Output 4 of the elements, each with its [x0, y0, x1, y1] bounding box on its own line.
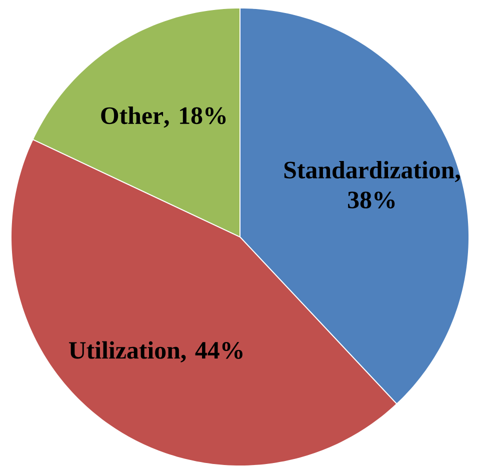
slice-label: Other [101, 106, 164, 124]
slice-label: Utilization [68, 341, 180, 359]
data-label: , 44% [180, 342, 242, 362]
data-label: , 18% [164, 107, 226, 128]
